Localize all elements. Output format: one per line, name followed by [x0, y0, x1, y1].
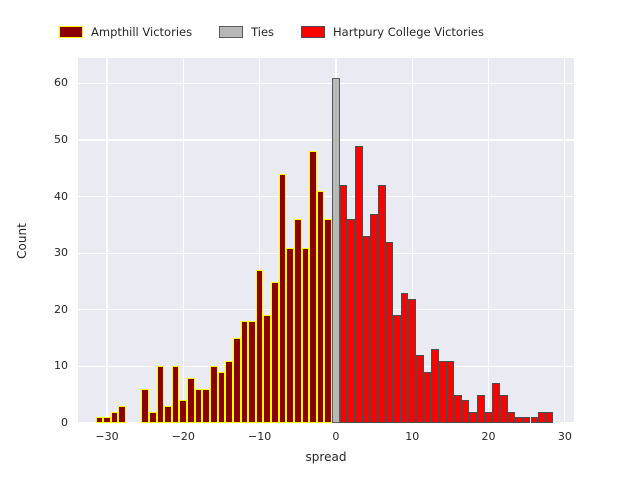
histogram-bar	[385, 241, 394, 423]
grid-line-horizontal	[78, 196, 574, 198]
histogram-bar	[416, 355, 424, 423]
grid-line-horizontal	[78, 82, 574, 85]
histogram-bar	[232, 338, 241, 423]
y-tick-label: 40	[54, 189, 68, 203]
legend-label: Ampthill Victories	[91, 25, 193, 39]
histogram-bar	[423, 372, 432, 423]
y-tick-label: 10	[54, 359, 68, 373]
legend-label: Hartpury College Victories	[333, 25, 484, 39]
histogram-bar	[194, 389, 203, 423]
legend-swatch-icon	[59, 26, 83, 38]
legend-swatch-icon	[301, 26, 326, 38]
histogram-bar	[324, 219, 333, 423]
histogram-bar	[240, 321, 249, 423]
histogram-bar	[538, 411, 546, 423]
grid-line-horizontal	[78, 139, 574, 141]
grid-line-vertical	[487, 58, 490, 423]
histogram-bar	[179, 400, 188, 423]
histogram-bar	[301, 247, 310, 423]
histogram-bar	[454, 394, 462, 423]
x-tick-label: −20	[171, 430, 195, 443]
histogram-bar	[347, 219, 355, 423]
grid-line-vertical	[182, 58, 184, 423]
histogram-bar	[286, 247, 294, 423]
histogram-bar	[339, 185, 348, 423]
histogram-bar	[248, 321, 256, 423]
legend: Ampthill Victories Ties Hartpury College V…	[59, 24, 511, 40]
y-tick-label: 60	[54, 76, 68, 90]
histogram-bar	[293, 219, 302, 423]
histogram-bar	[148, 411, 157, 423]
histogram-bar	[118, 406, 127, 423]
histogram-bar	[377, 185, 386, 423]
histogram-bar	[522, 417, 531, 423]
histogram-bar	[110, 411, 119, 423]
legend-item: Hartpury College Victories	[301, 25, 484, 39]
histogram-bar	[477, 394, 485, 423]
histogram-bar	[461, 400, 470, 423]
y-tick-label: 0	[61, 416, 68, 429]
histogram-bar	[263, 315, 272, 423]
y-tick-label: 50	[54, 133, 68, 147]
histogram-bar	[393, 315, 401, 423]
x-tick-label: 10	[405, 430, 420, 443]
histogram-bar	[309, 151, 317, 423]
histogram-bar	[278, 174, 287, 423]
histogram-bar	[141, 389, 149, 423]
y-tick-label: 30	[54, 246, 68, 260]
histogram-bar	[438, 360, 447, 423]
legend-item: Ampthill Victories	[59, 25, 192, 39]
legend-item: Ties	[219, 25, 274, 39]
histogram-bar	[545, 411, 554, 423]
histogram-bar	[499, 394, 508, 423]
y-tick-label: 20	[54, 302, 68, 316]
histogram-bar	[225, 360, 233, 423]
histogram-bar	[400, 292, 409, 423]
legend-label: Ties	[251, 25, 275, 39]
legend-swatch-icon	[219, 26, 244, 38]
histogram-bar	[217, 372, 226, 423]
histogram-bar	[362, 236, 371, 423]
histogram-bar	[271, 281, 279, 423]
plot-area	[78, 58, 574, 423]
histogram-bar	[187, 377, 195, 423]
histogram-bar	[202, 389, 210, 423]
histogram-bar	[95, 417, 104, 423]
histogram-bar	[530, 417, 539, 423]
histogram-bar	[469, 411, 478, 423]
histogram-bar	[507, 411, 516, 423]
histogram-bar	[370, 213, 378, 423]
x-tick-label: −10	[248, 430, 272, 443]
histogram-bar	[255, 270, 264, 423]
x-tick-label: 0	[332, 430, 340, 443]
grid-line-vertical	[106, 58, 108, 423]
y-axis-label: Count	[15, 223, 29, 259]
histogram-bar	[164, 406, 172, 423]
histogram-bar	[354, 145, 363, 423]
histogram-bar	[431, 349, 439, 423]
grid-line-vertical	[411, 58, 413, 423]
x-tick-label: −30	[95, 430, 119, 443]
x-tick-label: 20	[481, 430, 496, 443]
histogram-bar	[515, 417, 523, 423]
histogram-bar	[316, 190, 325, 423]
histogram-bar	[210, 366, 218, 423]
histogram-bar	[446, 360, 455, 423]
grid-line-vertical	[564, 58, 566, 423]
histogram-bar	[171, 366, 180, 423]
grid-line-vertical	[259, 58, 261, 423]
histogram-bar	[492, 383, 500, 423]
x-axis-label: spread	[305, 450, 347, 464]
histogram-bar	[103, 417, 111, 423]
histogram-bar	[332, 77, 340, 423]
x-tick-label: 30	[557, 430, 572, 443]
histogram-bar	[156, 366, 165, 423]
histogram-bar	[408, 298, 417, 423]
histogram-bar	[484, 411, 493, 423]
